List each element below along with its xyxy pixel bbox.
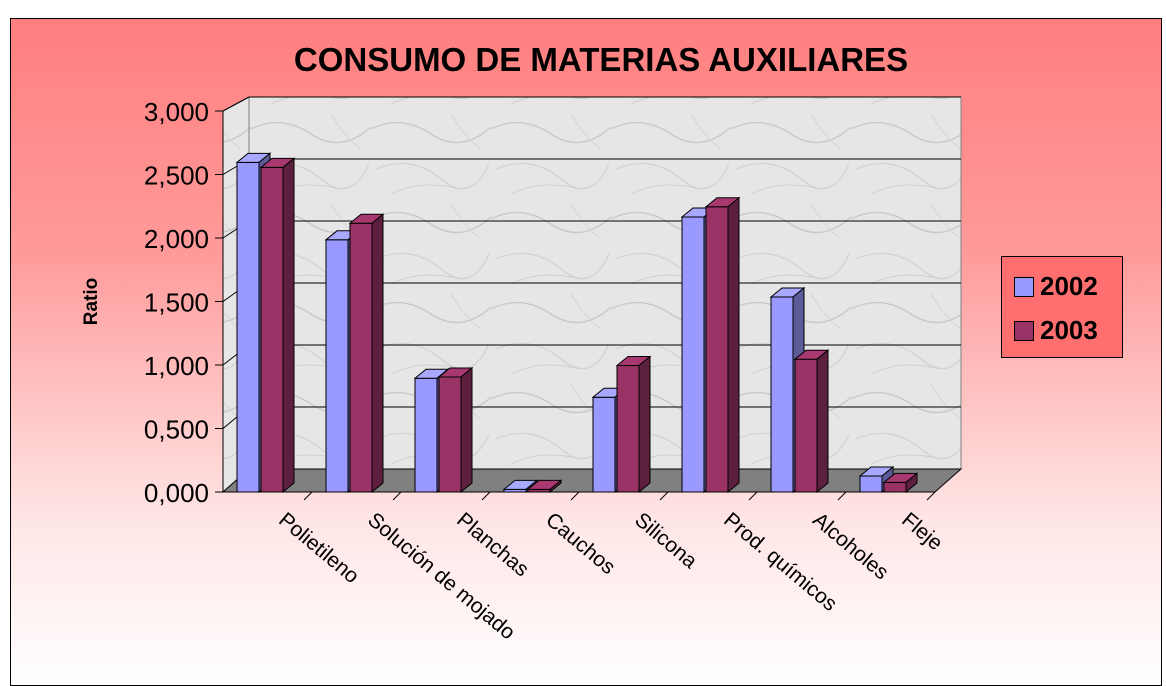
x-tick-label: Alcoholes [808,508,893,584]
bar-side [549,479,562,494]
bar-front [859,475,883,493]
x-tick [837,491,847,501]
legend-item-2003: 2003 [1014,315,1098,346]
bar-front [349,222,373,493]
y-axis-title: Ratio [81,278,102,326]
bar-front [770,296,794,493]
bar-side [460,366,473,494]
bar-front [883,481,907,493]
bar-side [816,349,829,494]
bar-2003-3 [526,479,563,494]
x-tick [659,491,669,501]
bar-front [260,166,284,493]
y-tick-label: 0,000 [144,478,209,508]
x-tick-label: Fleje [897,508,947,555]
legend: 2002 2003 [1001,256,1123,358]
x-tick [926,491,936,501]
bar-2003-2 [437,366,474,494]
bar-front [325,239,349,493]
y-tick-label: 2,000 [144,224,209,254]
x-tick-label: Silicona [630,508,701,573]
x-tick-label: Cauchos [541,508,619,579]
bar-2003-6 [793,349,830,494]
legend-label-2002: 2002 [1040,271,1098,301]
bar-front [794,358,818,493]
bar-front [616,365,640,493]
bar-2003-4 [615,355,652,494]
bar-2003-1 [348,213,385,494]
y-tick-label: 0,500 [144,415,209,445]
x-tick-label: Planchas [452,508,533,581]
chart-title: CONSUMO DE MATERIAS AUXILIARES [293,41,909,78]
bar-side [638,355,651,494]
bar-front [681,216,705,493]
x-tick [392,491,402,501]
x-tick [303,491,313,501]
gridline-side [222,96,250,112]
legend-swatch-2003 [1014,320,1034,341]
y-tick-label: 1,000 [144,351,209,381]
x-tick [748,491,758,501]
bar-front [592,396,616,493]
bar-front [438,376,462,493]
x-tick-label: Solución de mojado [363,508,519,644]
legend-item-2002: 2002 [1014,271,1098,302]
legend-swatch-2002 [1014,276,1034,297]
bar-side [727,196,740,494]
y-tick-label: 3,000 [144,97,209,127]
legend-label-2003: 2003 [1040,315,1098,345]
bar-side [371,213,384,494]
bar-front [705,206,729,493]
x-tick-label: Polietileno [274,508,363,588]
bar-side [905,472,918,494]
bar-2003-7 [882,472,919,494]
bar-side [282,157,295,494]
bar-front [236,161,260,493]
x-tick [481,491,491,501]
x-tick [570,491,580,501]
chart-area: CONSUMO DE MATERIAS AUXILIARES 0,000 0,50… [10,18,1162,686]
y-tick-label: 2,500 [144,161,209,191]
bar-2003-0 [259,157,296,494]
bar-front [414,377,438,493]
plot-area: 0,000 0,500 1,000 1,500 2,000 2,500 3,000 Ratio… [81,96,963,644]
bar-2003-5 [704,196,741,494]
y-tick-label: 1,500 [144,288,209,318]
